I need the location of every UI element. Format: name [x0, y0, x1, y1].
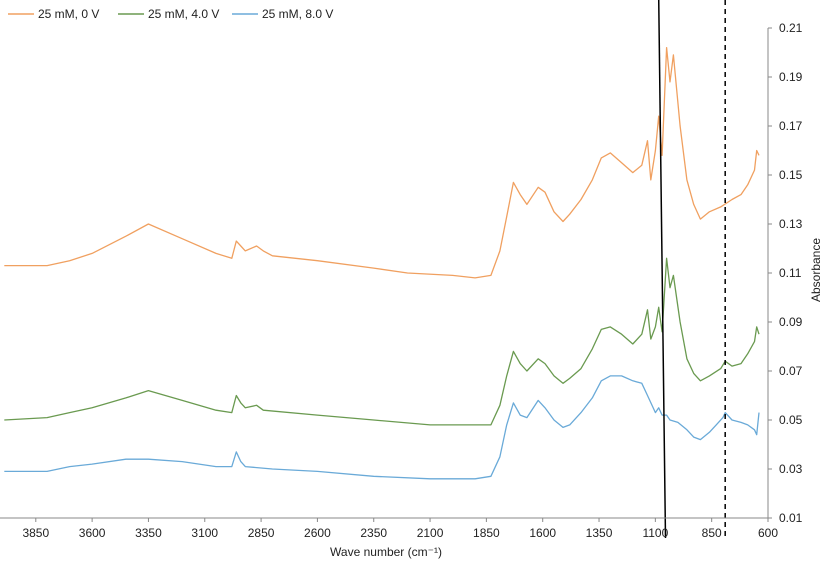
x-tick-label: 3100 — [191, 526, 218, 540]
x-tick-label: 2100 — [417, 526, 444, 540]
legend-label-2: 25 mM, 4.0 V — [148, 7, 219, 21]
series-line-1 — [4, 46, 760, 279]
x-tick-label: 850 — [702, 526, 722, 540]
y-tick-label: 0.05 — [779, 413, 803, 427]
y-tick-label: 0.01 — [779, 511, 803, 525]
x-tick-label: 3350 — [135, 526, 162, 540]
reference-lines — [657, 0, 726, 539]
y-tick-label: 0.11 — [779, 266, 802, 280]
solid-reference-line — [657, 0, 667, 539]
x-tick-label: 1350 — [586, 526, 613, 540]
x-tick-labels: 3850 3600 3350 3100 2850 2600 2350 2100 1850 1600… — [22, 518, 778, 540]
y-tick-label: 0.15 — [779, 168, 803, 182]
x-tick-label: 2600 — [304, 526, 331, 540]
x-tick-label: 3600 — [79, 526, 106, 540]
series-layer — [4, 46, 760, 480]
x-tick-label: 600 — [758, 526, 778, 540]
x-tick-label: 1850 — [473, 526, 500, 540]
x-tick-label: 1600 — [529, 526, 556, 540]
legend: 25 mM, 0 V 25 mM, 4.0 V 25 mM, 8.0 V — [8, 7, 333, 21]
y-tick-label: 0.03 — [779, 462, 803, 476]
series-line-2 — [4, 257, 760, 426]
x-tick-label: 2350 — [360, 526, 387, 540]
y-tick-labels: 0.01 0.03 0.05 0.07 0.09 0.11 0.13 0.15 0.17 0.19… — [768, 21, 803, 525]
y-tick-label: 0.13 — [779, 217, 803, 231]
x-axis-title: Wave number (cm⁻¹) — [330, 545, 442, 559]
x-tick-label: 3850 — [22, 526, 49, 540]
y-tick-label: 0.19 — [779, 70, 803, 84]
legend-label-3: 25 mM, 8.0 V — [262, 7, 333, 21]
y-axis-title: Absorbance — [809, 238, 823, 302]
legend-label-1: 25 mM, 0 V — [38, 7, 99, 21]
x-tick-label: 2850 — [248, 526, 275, 540]
y-tick-label: 0.17 — [779, 119, 803, 133]
series-line-3 — [4, 375, 760, 480]
y-tick-label: 0.07 — [779, 364, 803, 378]
x-tick-label: 1100 — [642, 526, 668, 540]
y-tick-label: 0.09 — [779, 315, 803, 329]
y-tick-label: 0.21 — [779, 21, 803, 35]
